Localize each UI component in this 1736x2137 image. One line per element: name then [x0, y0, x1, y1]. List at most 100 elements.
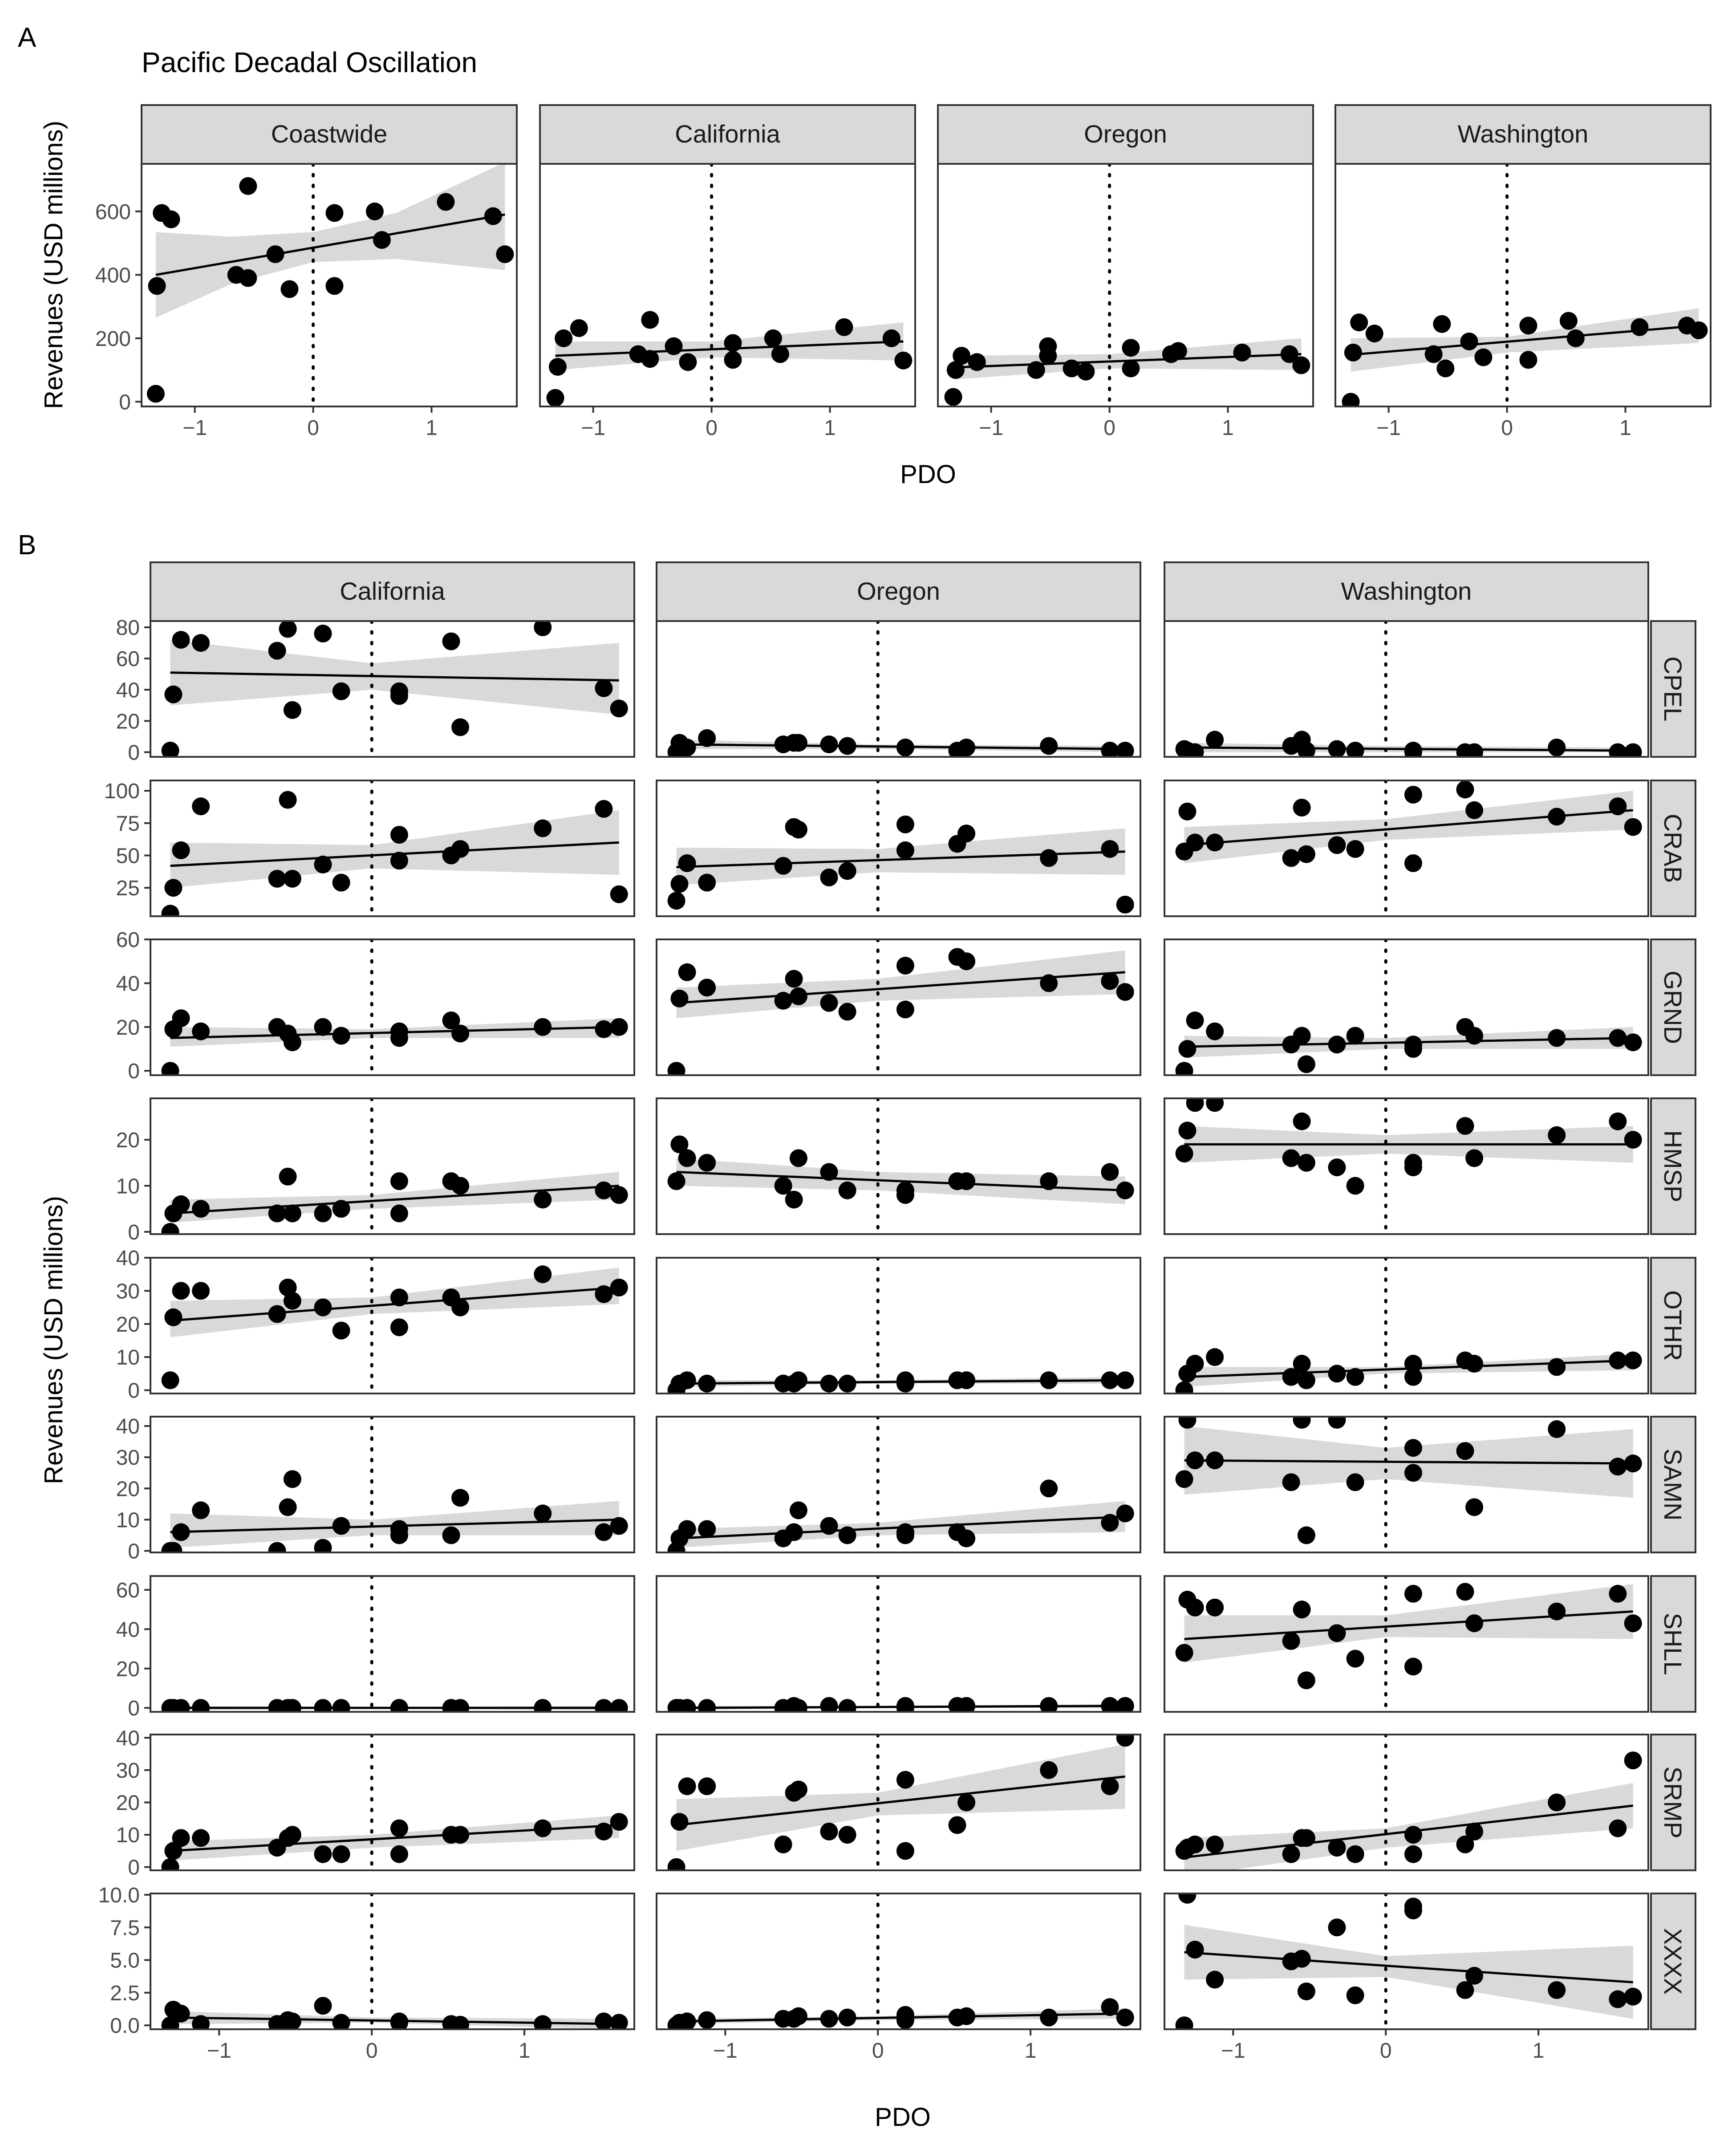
data-point [1566, 329, 1585, 347]
plot-area [161, 1417, 628, 1552]
data-point [314, 1298, 332, 1316]
data-point [1548, 1793, 1566, 1812]
data-point [670, 1135, 689, 1154]
data-point [724, 351, 742, 369]
data-point [496, 245, 514, 264]
data-point [1178, 802, 1197, 821]
data-point [1456, 1117, 1474, 1135]
panel-border [1164, 1257, 1649, 1394]
data-point [820, 994, 838, 1012]
data-point [1624, 1987, 1642, 2006]
data-point [1282, 1368, 1300, 1386]
plot-area [161, 939, 628, 1075]
data-point [280, 280, 299, 298]
data-point [698, 1374, 716, 1393]
y-tick-label: 0 [128, 1060, 140, 1083]
data-point [1282, 1632, 1300, 1650]
facet-strip-label: OTHR [1659, 1290, 1687, 1361]
data-point [698, 2011, 716, 2029]
y-tick-label: 2.5 [110, 1982, 140, 2005]
panel-b-y-axis-title: Revenues (USD millions) [39, 1196, 68, 1484]
plot-area [161, 621, 628, 757]
data-point [1101, 972, 1119, 990]
data-point [785, 1190, 803, 1209]
plot-area [944, 164, 1310, 406]
panel-border [656, 780, 1141, 917]
panel-border [656, 1416, 1141, 1553]
y-tick-label: 600 [95, 200, 131, 224]
data-point [332, 682, 350, 700]
data-point [1465, 1966, 1484, 1985]
data-point [1040, 849, 1058, 867]
data-point [882, 329, 900, 347]
x-tick-label: −1 [713, 2039, 738, 2063]
data-point [1328, 1839, 1346, 1857]
data-point [390, 1845, 408, 1863]
data-point [390, 1699, 408, 1712]
y-tick-label: 20 [116, 1792, 140, 1815]
data-point [820, 1822, 838, 1840]
facet-strip-top [937, 104, 1314, 165]
facet-strip-label: Coastwide [271, 120, 387, 148]
data-point [164, 1308, 183, 1326]
data-point [192, 1200, 210, 1218]
data-point [957, 1172, 976, 1190]
facet-washington-cpel: Washington CPEL [1164, 561, 1696, 758]
data-point [1206, 1598, 1224, 1617]
facet-strip-label: California [675, 120, 780, 148]
facet-strip-label: Washington [1458, 120, 1589, 148]
data-point [484, 207, 502, 225]
data-point [283, 1699, 301, 1712]
data-point [1293, 1601, 1311, 1619]
data-point [678, 1777, 696, 1796]
data-point [268, 869, 286, 888]
data-point [1116, 1735, 1134, 1747]
data-point [610, 1278, 628, 1296]
data-point [957, 1697, 976, 1712]
data-point [1548, 1602, 1566, 1621]
plot-area [1175, 621, 1642, 757]
data-point [283, 1470, 301, 1488]
data-point [283, 2012, 301, 2029]
facet-strip-right [1650, 1097, 1696, 1235]
y-tick-label: 20 [116, 1658, 140, 1681]
x-tick-label: 0 [307, 416, 319, 440]
data-point [1178, 1417, 1197, 1429]
data-point [896, 1000, 914, 1019]
data-point [1186, 1835, 1204, 1853]
data-point [610, 1018, 628, 1036]
y-tick-label: 50 [116, 844, 140, 868]
plot-area [146, 164, 514, 406]
data-point [279, 621, 297, 638]
data-point [1282, 1473, 1300, 1491]
confidence-band [676, 1744, 1125, 1851]
x-tick-label: 1 [1619, 416, 1631, 440]
data-point [1548, 1420, 1566, 1438]
data-point [665, 337, 683, 355]
data-point [1519, 317, 1537, 335]
data-point [1101, 1777, 1119, 1796]
facet-strip-top [539, 104, 916, 165]
facet-california-samn: 0 10 20 30 40 [116, 1415, 635, 1563]
data-point [1624, 818, 1642, 836]
y-tick-label: 40 [116, 1618, 140, 1641]
y-tick-label: 10 [116, 1346, 140, 1369]
plot-area [1175, 780, 1642, 916]
plot-area [1175, 939, 1642, 1075]
y-tick-label: 400 [95, 264, 131, 287]
panel-border [150, 1575, 635, 1713]
panel-b-letter: B [18, 530, 36, 561]
facet-oregon-grnd [656, 938, 1141, 1076]
confidence-band [170, 810, 619, 888]
data-point [610, 2014, 628, 2029]
data-point [442, 1526, 460, 1544]
data-point [534, 1699, 552, 1712]
data-point [1297, 1526, 1315, 1544]
data-point [1465, 1149, 1484, 1167]
data-point [670, 1813, 689, 1831]
data-point [283, 1292, 301, 1310]
data-point [820, 1374, 838, 1393]
data-point [1297, 1671, 1315, 1690]
x-tick-label: −1 [1376, 416, 1401, 440]
data-point [1344, 343, 1362, 362]
